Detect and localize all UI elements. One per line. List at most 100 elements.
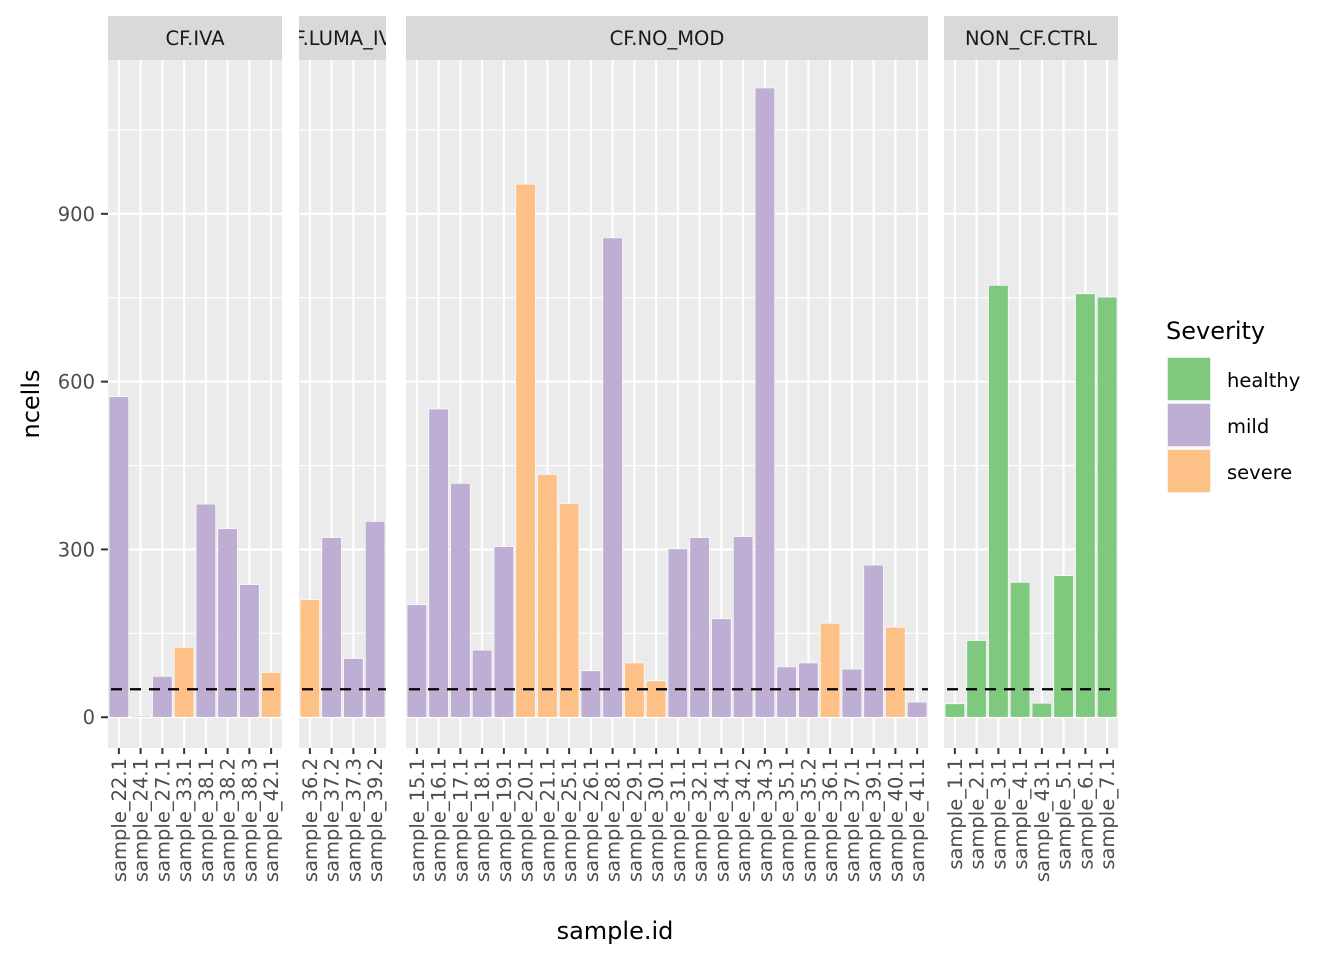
- x-tick-label: sample_40.1: [884, 758, 907, 882]
- x-tick-label: sample_19.1: [493, 758, 516, 882]
- x-tick-label: sample_34.3: [754, 758, 777, 882]
- bar-sample_36.1: [820, 622, 841, 718]
- x-tick-label: sample_37.3: [342, 758, 365, 882]
- y-tick-label: 300: [58, 538, 95, 561]
- bar-sample_24.1: [130, 715, 151, 718]
- bar-sample_16.1: [428, 408, 449, 718]
- legend-key-healthy: [1166, 356, 1212, 402]
- bar-sample_37.3: [343, 658, 364, 718]
- x-tick-label: sample_21.1: [536, 758, 559, 882]
- x-tick-label: sample_37.2: [321, 758, 344, 882]
- x-tick-label: sample_35.1: [776, 758, 799, 882]
- facet-strip-label: CF.IVA: [165, 27, 225, 50]
- x-tick-label: sample_7.1: [1096, 758, 1119, 870]
- bar-sample_27.1: [152, 676, 173, 718]
- x-tick-label: sample_38.3: [238, 758, 261, 882]
- bar-sample_28.1: [602, 237, 623, 718]
- x-tick-label: sample_29.1: [623, 758, 646, 882]
- bar-sample_43.1: [1031, 702, 1052, 718]
- x-tick-label: sample_42.1: [260, 758, 283, 882]
- facet-panel: CF.IVAsample_22.1sample_24.1sample_27.1s…: [108, 16, 283, 882]
- x-tick-label: sample_39.1: [863, 758, 886, 882]
- legend: Severity healthy mild severe: [1166, 317, 1300, 494]
- bar-sample_6.1: [1075, 293, 1096, 718]
- bar-sample_32.1: [689, 537, 710, 718]
- x-tick-label: sample_31.1: [667, 758, 690, 882]
- x-tick-label: sample_22.1: [108, 758, 131, 882]
- facet-strip-label: CF.NO_MOD: [610, 27, 725, 50]
- x-tick-label: sample_15.1: [406, 758, 429, 882]
- bar-sample_33.1: [174, 647, 195, 718]
- bar-sample_39.1: [863, 564, 884, 718]
- bar-sample_41.1: [907, 701, 928, 718]
- x-tick-label: sample_38.2: [217, 758, 240, 882]
- bar-sample_38.1: [195, 503, 216, 718]
- x-tick-label: sample_43.1: [1031, 758, 1054, 882]
- x-tick-label: sample_3.1: [987, 758, 1010, 870]
- x-tick-label: sample_17.1: [449, 758, 472, 882]
- bar-sample_42.1: [261, 672, 282, 718]
- bar-sample_34.3: [754, 87, 775, 718]
- x-tick-label: sample_34.1: [710, 758, 733, 882]
- x-tick-label: sample_41.1: [906, 758, 929, 882]
- bar-sample_1.1: [944, 703, 965, 718]
- facet-strip-label: CF.LUMA_IVA: [281, 27, 405, 50]
- bar-sample_37.1: [841, 668, 862, 718]
- x-tick-label: sample_4.1: [1009, 758, 1032, 870]
- x-tick-label: sample_30.1: [645, 758, 668, 882]
- x-tick-label: sample_20.1: [515, 758, 538, 882]
- y-tick-label: 600: [58, 371, 95, 394]
- x-tick-label: sample_2.1: [966, 758, 989, 870]
- bar-sample_40.1: [885, 626, 906, 718]
- x-tick-label: sample_28.1: [602, 758, 625, 882]
- bar-sample_31.1: [667, 548, 688, 718]
- facet-panel: CF.NO_MOD sample_15.1sample_16.1sample_17…: [406, 16, 929, 882]
- x-tick-label: sample_16.1: [428, 758, 451, 882]
- bar-sample_2.1: [966, 640, 987, 718]
- facet-panel: CF.LUMA_IVAsample_36.2sample_37.2sample_…: [281, 16, 405, 882]
- bar-sample_22.1: [108, 396, 129, 718]
- x-tick-label: sample_27.1: [151, 758, 174, 882]
- facet-strip: [944, 16, 1118, 60]
- x-tick-label: sample_39.2: [364, 758, 387, 882]
- x-tick-label: sample_33.1: [173, 758, 196, 882]
- x-tick-label: sample_25.1: [558, 758, 581, 882]
- facet-strip: [108, 16, 282, 60]
- bar-sample_37.2: [321, 537, 342, 718]
- x-tick-label: sample_6.1: [1074, 758, 1097, 870]
- facet-panel: NON_CF.CTRL sample_1.1sample_2.1sample_3.…: [944, 16, 1119, 882]
- bar-sample_17.1: [450, 483, 471, 718]
- facet-strip: [406, 16, 928, 60]
- y-tick-label: 0: [83, 706, 95, 729]
- bar-sample_38.2: [217, 528, 238, 718]
- x-tick-label: sample_37.1: [841, 758, 864, 882]
- bar-sample_34.1: [711, 618, 732, 718]
- panel-background: [406, 60, 928, 748]
- bar-sample_36.2: [299, 599, 320, 718]
- x-tick-label: sample_5.1: [1053, 758, 1076, 870]
- bar-sample_30.1: [646, 680, 667, 718]
- bar-sample_5.1: [1053, 575, 1074, 718]
- y-axis-title: ncells: [17, 369, 45, 438]
- bar-sample_4.1: [1010, 582, 1031, 718]
- legend-label: mild: [1227, 415, 1269, 438]
- x-tick-label: sample_38.1: [195, 758, 218, 882]
- legend-key-severe: [1166, 448, 1212, 494]
- bar-sample_35.1: [776, 666, 797, 718]
- bar-sample_34.2: [733, 536, 754, 718]
- bar-sample_18.1: [472, 649, 493, 718]
- bar-sample_39.2: [365, 521, 386, 718]
- legend-label: severe: [1227, 461, 1292, 484]
- x-tick-label: sample_36.2: [299, 758, 322, 882]
- x-tick-label: sample_34.2: [732, 758, 755, 882]
- bar-sample_25.1: [559, 503, 580, 718]
- legend-key-mild: [1166, 402, 1212, 448]
- x-axis-title: sample.id: [557, 917, 674, 945]
- x-tick-label: sample_24.1: [130, 758, 153, 882]
- x-tick-label: sample_35.2: [797, 758, 820, 882]
- x-tick-label: sample_26.1: [580, 758, 603, 882]
- x-tick-label: sample_32.1: [689, 758, 712, 882]
- bar-sample_19.1: [493, 546, 514, 718]
